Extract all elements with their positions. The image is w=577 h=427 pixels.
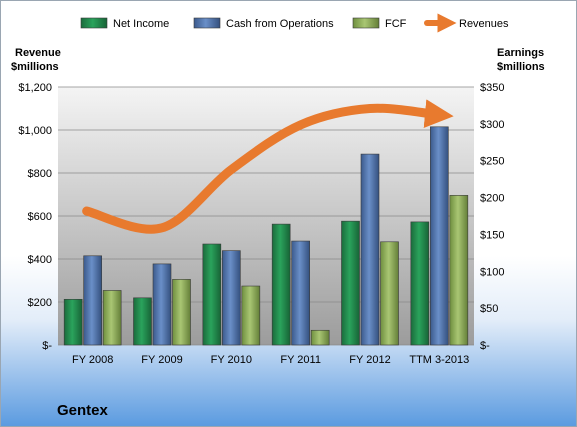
bar-fcf (241, 285, 261, 346)
right-tick-label: $350 (480, 82, 504, 94)
chart-title: Gentex (57, 402, 109, 419)
bar-fcf (102, 290, 122, 346)
bar-cash-from-operations (83, 255, 102, 346)
bar-net-income (410, 221, 430, 346)
bar-cash-from-operations (430, 126, 449, 346)
right-tick-label: $150 (480, 229, 504, 241)
right-tick-label: $300 (480, 119, 504, 131)
legend: Net Income Cash from Operations FCF Revenue… (80, 13, 509, 33)
x-axis-ticks: FY 2008 FY 2009 FY 2010 FY 2011 FY 2012 TTM 3… (72, 354, 469, 366)
revenues-line (82, 99, 454, 234)
left-tick-label: $400 (28, 254, 52, 266)
right-axis-title-line2: $millions (497, 61, 545, 73)
x-tick-label: FY 2010 (211, 354, 252, 366)
bar-net-income (271, 223, 291, 346)
x-tick-label: FY 2012 (349, 354, 390, 366)
right-tick-label: $50 (480, 303, 498, 315)
bar-fcf (449, 195, 469, 346)
bar-cash-from-operations (360, 153, 380, 346)
bar-net-income (202, 243, 222, 346)
right-axis-ticks: $- $50 $100 $150 $200 $250 $300 $350 (480, 82, 504, 352)
bar-net-income (341, 220, 360, 346)
x-tick-label: FY 2011 (280, 354, 321, 366)
bar-cash-from-operations (291, 240, 310, 346)
left-tick-label: $600 (28, 211, 52, 223)
bar-fcf (310, 329, 330, 346)
bar-fcf (380, 241, 399, 346)
right-axis-title-line1: Earnings (497, 47, 544, 59)
bar-net-income (63, 298, 83, 346)
left-tick-label: $1,000 (18, 125, 52, 137)
right-tick-label: $- (480, 340, 490, 352)
bar-cash-from-operations (152, 263, 172, 346)
x-tick-label: FY 2009 (141, 354, 182, 366)
left-tick-label: $800 (28, 168, 52, 180)
bars (63, 126, 469, 346)
left-axis-title-line1: Revenue (15, 47, 61, 59)
gridlines (58, 86, 474, 346)
right-tick-label: $100 (480, 266, 504, 278)
bar-cash-from-operations (222, 250, 241, 346)
right-tick-label: $200 (480, 193, 504, 205)
legend-label: Cash from Operations (226, 18, 334, 30)
left-tick-label: $1,200 (18, 82, 52, 94)
bar-net-income (133, 297, 152, 346)
legend-label: FCF (385, 18, 407, 30)
legend-swatch (193, 17, 221, 29)
legend-label: Revenues (459, 18, 509, 30)
legend-swatch (80, 17, 108, 29)
legend-label: Net Income (113, 18, 169, 30)
bar-fcf (172, 279, 191, 346)
left-tick-label: $200 (28, 297, 52, 309)
x-tick-label: TTM 3-2013 (409, 354, 469, 366)
left-axis-title-line2: $millions (11, 61, 59, 73)
left-tick-label: $- (42, 340, 52, 352)
right-tick-label: $250 (480, 156, 504, 168)
left-axis-ticks: $- $200 $400 $600 $800 $1,000 $1,200 (18, 82, 52, 352)
legend-swatch (352, 17, 380, 29)
x-tick-label: FY 2008 (72, 354, 113, 366)
revenue-line (82, 99, 454, 234)
